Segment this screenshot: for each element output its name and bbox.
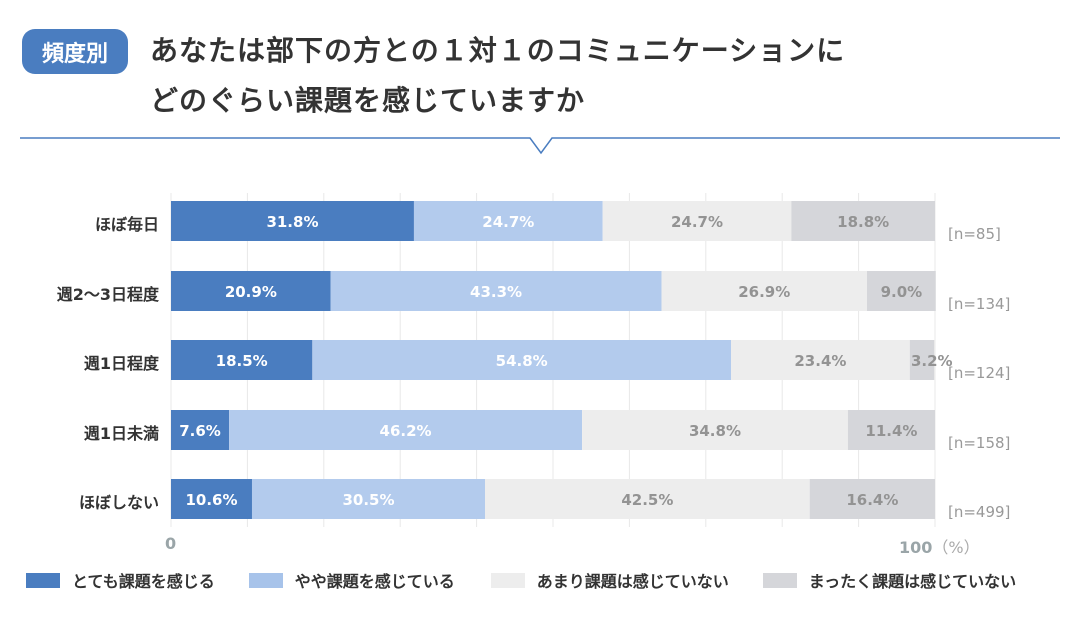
- data-label: 23.4%: [794, 352, 846, 370]
- title-divider: [20, 137, 1060, 155]
- bar-segment: [171, 201, 414, 241]
- data-label: 30.5%: [342, 491, 394, 509]
- legend-swatch: [490, 572, 525, 588]
- data-label: 31.8%: [266, 213, 318, 231]
- data-label: 46.2%: [380, 422, 432, 440]
- bar-segment: [251, 479, 486, 519]
- data-label: 54.8%: [496, 352, 548, 370]
- category-label: ほぼ毎日: [94, 215, 159, 234]
- data-label: 7.6%: [179, 422, 221, 440]
- bar-segment: [171, 479, 252, 519]
- bar-segment: [171, 340, 313, 380]
- legend-item-not-at-all: まったく課題は感じていない: [762, 568, 1017, 592]
- legend-label: まったく課題は感じていない: [808, 572, 1017, 591]
- legend-item-somewhat: やや課題を感じている: [248, 568, 455, 592]
- data-label: 9.0%: [881, 283, 923, 301]
- data-label: 3.2%: [911, 352, 953, 370]
- title-line-2: どのぐらい課題を感じていますか: [150, 84, 586, 117]
- bar-segment: [171, 271, 331, 311]
- data-label: 24.7%: [671, 213, 723, 231]
- data-label: 42.5%: [621, 491, 673, 509]
- sample-size-label: [n=124]: [948, 364, 1011, 382]
- data-label: 24.7%: [482, 213, 534, 231]
- title-line-1: あなたは部下の方との１対１のコミュニケーションに: [150, 34, 846, 67]
- data-label: 18.8%: [837, 213, 889, 231]
- legend-swatch: [762, 572, 797, 588]
- legend-label: とても課題を感じる: [72, 572, 215, 591]
- bar-segment: [229, 410, 583, 450]
- legend-swatch: [248, 572, 283, 588]
- sample-size-label: [n=499]: [948, 503, 1011, 521]
- sample-size-label: [n=85]: [948, 225, 1001, 243]
- sample-size-label: [n=158]: [948, 434, 1011, 452]
- data-label: 43.3%: [470, 283, 522, 301]
- bar-segment: [602, 201, 792, 241]
- x-tick-label-0: 0: [165, 534, 177, 553]
- x-tick-label-100: 100（%）: [899, 534, 980, 558]
- bar-segment: [791, 201, 935, 241]
- data-label: 16.4%: [846, 491, 898, 509]
- category-badge: 頻度別: [22, 29, 128, 74]
- bar-segment: [312, 340, 732, 380]
- x-axis-unit: （%）: [932, 538, 980, 557]
- bar-segment: [330, 271, 662, 311]
- bar-segment: [847, 410, 935, 450]
- bar-segment: [661, 271, 868, 311]
- data-label: 34.8%: [689, 422, 741, 440]
- data-label: 10.6%: [185, 491, 237, 509]
- data-labels: 31.8% 24.7% 24.7% 18.8% 20.9% 43.3% 26.9% 9.0% 1…: [179, 213, 952, 509]
- category-label: 週2〜3日程度: [56, 285, 159, 304]
- data-label: 26.9%: [738, 283, 790, 301]
- divider-line: [20, 137, 1060, 155]
- category-label: 週1日程度: [83, 354, 159, 373]
- bar-segment: [582, 410, 848, 450]
- category-label: 週1日未満: [83, 424, 159, 443]
- legend-label: あまり課題は感じていない: [536, 572, 729, 591]
- bar-segment: [867, 271, 936, 311]
- data-label: 20.9%: [225, 283, 277, 301]
- category-label: ほぼしない: [78, 493, 159, 512]
- bar-segment: [909, 340, 935, 380]
- bar-segment: [809, 479, 935, 519]
- bar-segment: [413, 201, 603, 241]
- sample-size-label: [n=134]: [948, 295, 1011, 313]
- bar-segment: [731, 340, 910, 380]
- bar-segment: [485, 479, 810, 519]
- bars: [171, 201, 936, 519]
- bar-segment: [171, 410, 230, 450]
- legend-swatch: [26, 572, 60, 588]
- x-tick-100-value: 100: [899, 538, 933, 557]
- legend: とても課題を感じる やや課題を感じている あまり課題は感じていない まったく課題…: [26, 568, 1046, 592]
- legend-item-not-much: あまり課題は感じていない: [490, 568, 729, 592]
- data-label: 18.5%: [216, 352, 268, 370]
- data-label: 11.4%: [865, 422, 917, 440]
- legend-label: やや課題を感じている: [294, 572, 455, 591]
- chart-title: あなたは部下の方との１対１のコミュニケーションに どのぐらい課題を感じていますか: [150, 26, 845, 126]
- legend-item-very: とても課題を感じる: [26, 568, 215, 592]
